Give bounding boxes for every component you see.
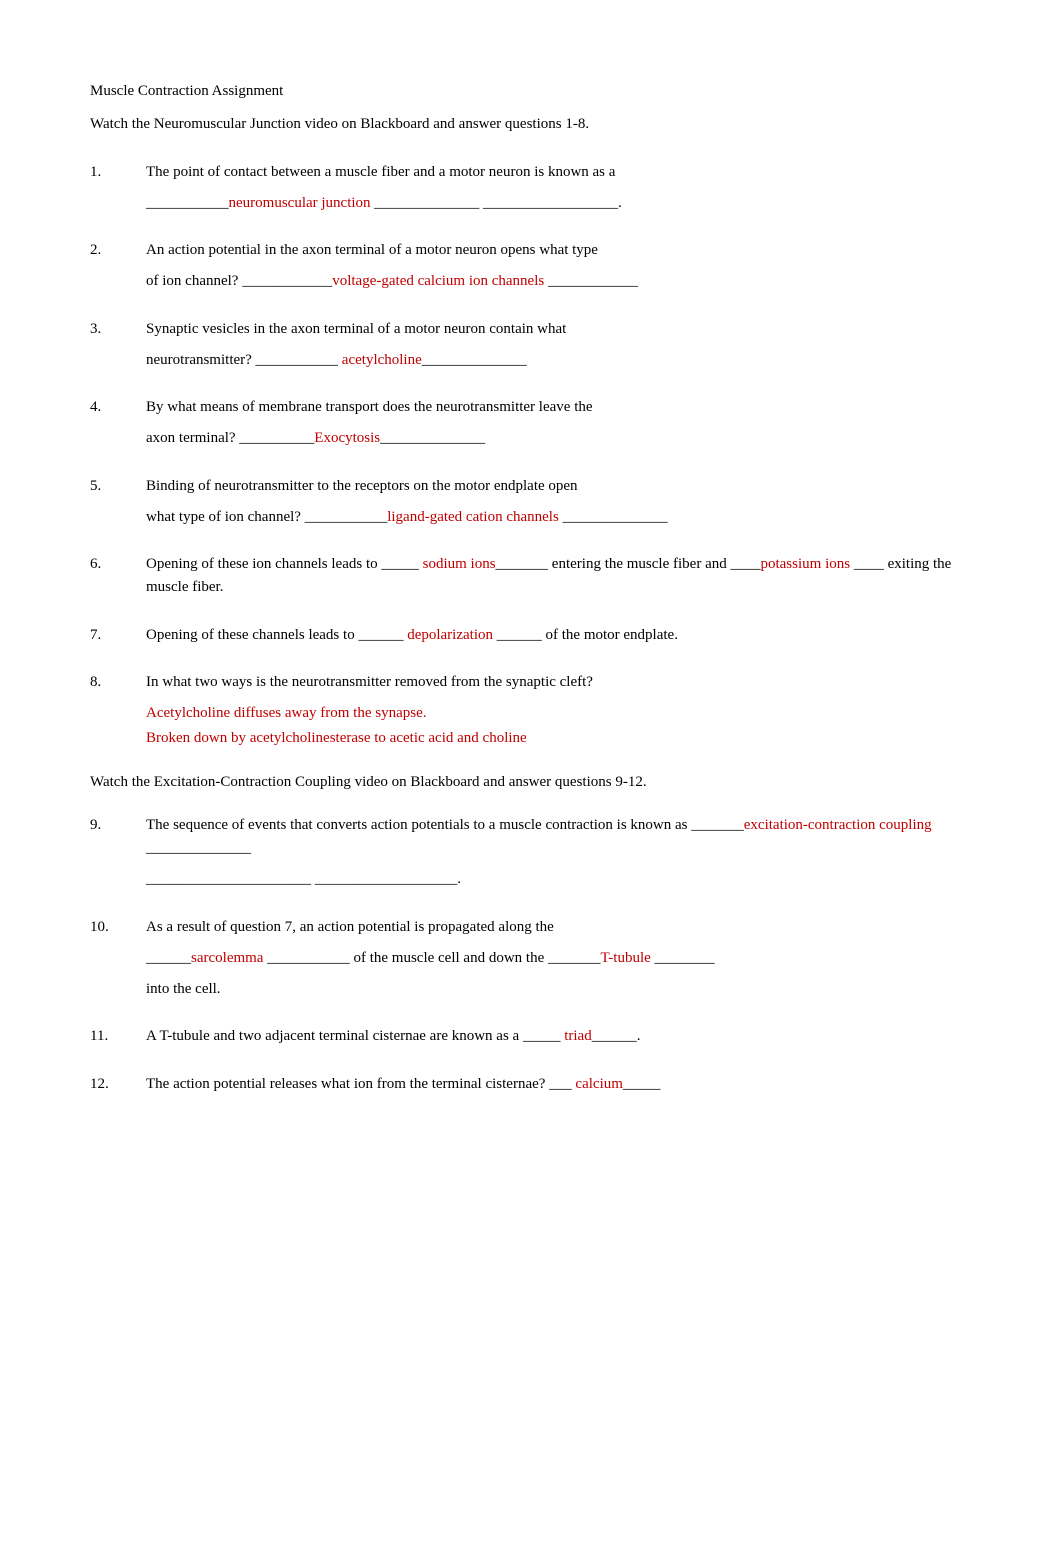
question-9: 9. The sequence of events that converts … (90, 814, 972, 900)
question-blank-line: of ion channel? ____________voltage-gate… (146, 270, 972, 293)
question-number: 1. (90, 161, 146, 224)
intro-paragraph-2: Watch the Excitation-Contraction Couplin… (90, 771, 972, 794)
question-list-2: 9. The sequence of events that converts … (90, 814, 972, 1104)
question-6: 6. Opening of these ion channels leads t… (90, 553, 972, 608)
answer-text: neuromuscular junction (229, 195, 371, 211)
question-text: The point of contact between a muscle fi… (146, 161, 972, 184)
q10-a: ______ (146, 950, 191, 966)
question-blank-line: ______sarcolemma ___________ of the musc… (146, 947, 972, 970)
question-list-1: 1. The point of contact between a muscle… (90, 161, 972, 753)
q6-b: _______ entering the muscle fiber and __… (496, 556, 761, 572)
answer-text: acetylcholine (342, 352, 422, 368)
q11-a: A T-tubule and two adjacent terminal cis… (146, 1028, 564, 1044)
answer-text: T-tubule (601, 950, 651, 966)
answer-block: Acetylcholine diffuses away from the syn… (146, 702, 972, 751)
question-5: 5. Binding of neurotransmitter to the re… (90, 475, 972, 538)
answer-text: Broken down by acetylcholinesterase to a… (146, 727, 972, 750)
question-7: 7. Opening of these channels leads to __… (90, 624, 972, 655)
q12-b: _____ (623, 1076, 661, 1092)
question-blank-line: what type of ion channel? ___________lig… (146, 506, 972, 529)
question-number: 4. (90, 396, 146, 459)
question-2: 2. An action potential in the axon termi… (90, 239, 972, 302)
q11-b: ______. (592, 1028, 641, 1044)
blank-line: ______________________ _________________… (146, 868, 972, 891)
question-4: 4. By what means of membrane transport d… (90, 396, 972, 459)
q10-c: ________ (651, 950, 715, 966)
question-text: Binding of neurotransmitter to the recep… (146, 475, 972, 498)
question-10: 10. As a result of question 7, an action… (90, 916, 972, 1010)
q3-suffix: ______________ (422, 352, 527, 368)
q10-b: ___________ of the muscle cell and down … (263, 950, 600, 966)
answer-text: excitation-contraction coupling (744, 817, 932, 833)
question-number: 7. (90, 624, 146, 655)
question-text: In what two ways is the neurotransmitter… (146, 671, 972, 694)
question-number: 9. (90, 814, 146, 900)
q9-b: ______________ (146, 840, 251, 856)
question-number: 8. (90, 671, 146, 753)
answer-text: voltage-gated calcium ion channels (332, 273, 544, 289)
question-number: 11. (90, 1025, 146, 1056)
blank-suffix: ______________ __________________. (371, 195, 622, 211)
question-blank-line: ___________neuromuscular junction ______… (146, 192, 972, 215)
answer-text: potassium ions (760, 556, 850, 572)
question-text: By what means of membrane transport does… (146, 396, 972, 419)
question-text: Opening of these ion channels leads to _… (146, 553, 972, 600)
q2-suffix: ____________ (544, 273, 638, 289)
q5-suffix: ______________ (559, 509, 668, 525)
answer-text: sarcolemma (191, 950, 263, 966)
answer-text: triad (564, 1028, 592, 1044)
q12-a: The action potential releases what ion f… (146, 1076, 575, 1092)
answer-text: Exocytosis (314, 430, 380, 446)
q1-text: The point of contact between a muscle fi… (146, 164, 615, 180)
intro-paragraph-1: Watch the Neuromuscular Junction video o… (90, 113, 972, 136)
question-3: 3. Synaptic vesicles in the axon termina… (90, 318, 972, 381)
question-number: 12. (90, 1073, 146, 1104)
q3-prefix: neurotransmitter? ___________ (146, 352, 342, 368)
question-text: The action potential releases what ion f… (146, 1073, 972, 1096)
q7-b: ______ of the motor endplate. (493, 627, 678, 643)
question-number: 10. (90, 916, 146, 1010)
blank-prefix: ___________ (146, 195, 229, 211)
answer-text: Acetylcholine diffuses away from the syn… (146, 702, 972, 725)
question-text: As a result of question 7, an action pot… (146, 916, 972, 939)
q7-a: Opening of these channels leads to _____… (146, 627, 407, 643)
question-number: 5. (90, 475, 146, 538)
question-text: An action potential in the axon terminal… (146, 239, 972, 262)
q9-a: The sequence of events that converts act… (146, 817, 744, 833)
question-text: Opening of these channels leads to _____… (146, 624, 972, 647)
answer-text: ligand-gated cation channels (387, 509, 559, 525)
question-1: 1. The point of contact between a muscle… (90, 161, 972, 224)
answer-text: calcium (575, 1076, 622, 1092)
answer-text: depolarization (407, 627, 493, 643)
question-number: 3. (90, 318, 146, 381)
question-12: 12. The action potential releases what i… (90, 1073, 972, 1104)
question-blank-line: axon terminal? __________Exocytosis_____… (146, 427, 972, 450)
page-title: Muscle Contraction Assignment (90, 80, 972, 103)
q4-prefix: axon terminal? __________ (146, 430, 314, 446)
q6-a: Opening of these ion channels leads to _… (146, 556, 423, 572)
question-number: 2. (90, 239, 146, 302)
question-11: 11. A T-tubule and two adjacent terminal… (90, 1025, 972, 1056)
question-text: A T-tubule and two adjacent terminal cis… (146, 1025, 972, 1048)
question-blank-line: neurotransmitter? ___________ acetylchol… (146, 349, 972, 372)
answer-text: sodium ions (423, 556, 496, 572)
question-text: into the cell. (146, 978, 972, 1001)
q2-prefix: of ion channel? ____________ (146, 273, 332, 289)
q4-suffix: ______________ (380, 430, 485, 446)
q5-prefix: what type of ion channel? ___________ (146, 509, 387, 525)
question-text: Synaptic vesicles in the axon terminal o… (146, 318, 972, 341)
question-text: The sequence of events that converts act… (146, 814, 972, 861)
question-number: 6. (90, 553, 146, 608)
question-8: 8. In what two ways is the neurotransmit… (90, 671, 972, 753)
